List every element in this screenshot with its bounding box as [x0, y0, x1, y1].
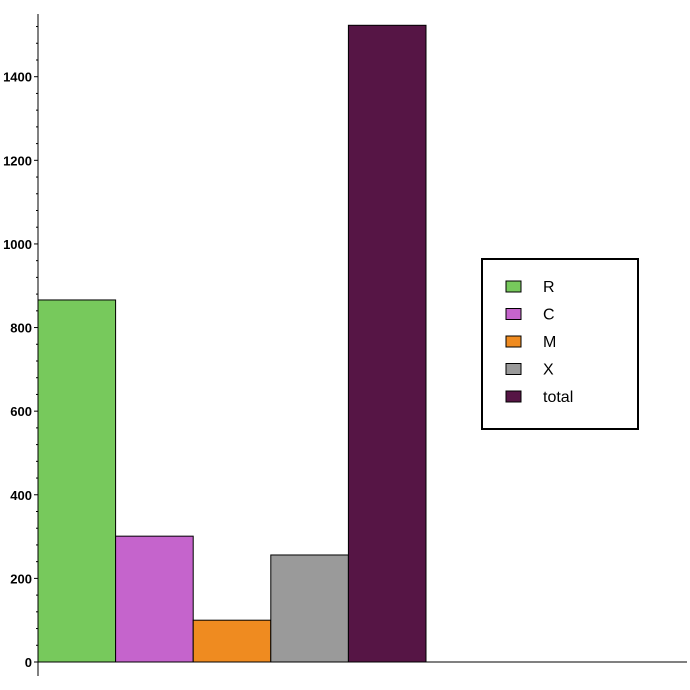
y-tick-label: 1400 [3, 70, 32, 85]
bar-c [115, 535, 194, 663]
y-tick-label: 1200 [3, 153, 32, 168]
y-tick-label: 200 [10, 571, 32, 586]
bar-x [270, 554, 349, 663]
bar-r [37, 299, 117, 663]
legend-swatch-c [505, 308, 522, 320]
legend-swatch-m [505, 335, 522, 348]
legend-label-m: M [543, 334, 556, 351]
bar-total [347, 24, 427, 663]
bars [37, 24, 427, 663]
legend-label-c: C [543, 307, 555, 324]
y-tick-label: 0 [25, 655, 32, 670]
legend-label-r: R [543, 279, 555, 296]
legend-label-total: total [543, 389, 573, 406]
axes: 0 200 400 600 800 1000 1200 1400 [3, 14, 687, 676]
y-tick-label: 600 [10, 404, 32, 419]
y-tick-label: 400 [10, 488, 32, 503]
legend-swatch-total [505, 390, 522, 403]
bar-m [192, 619, 272, 663]
legend-swatch-r [505, 280, 522, 293]
y-tick-label: 800 [10, 321, 32, 336]
legend-swatch-x [505, 363, 522, 375]
y-tick-label: 1000 [3, 237, 32, 252]
legend-label-x: X [543, 362, 554, 379]
